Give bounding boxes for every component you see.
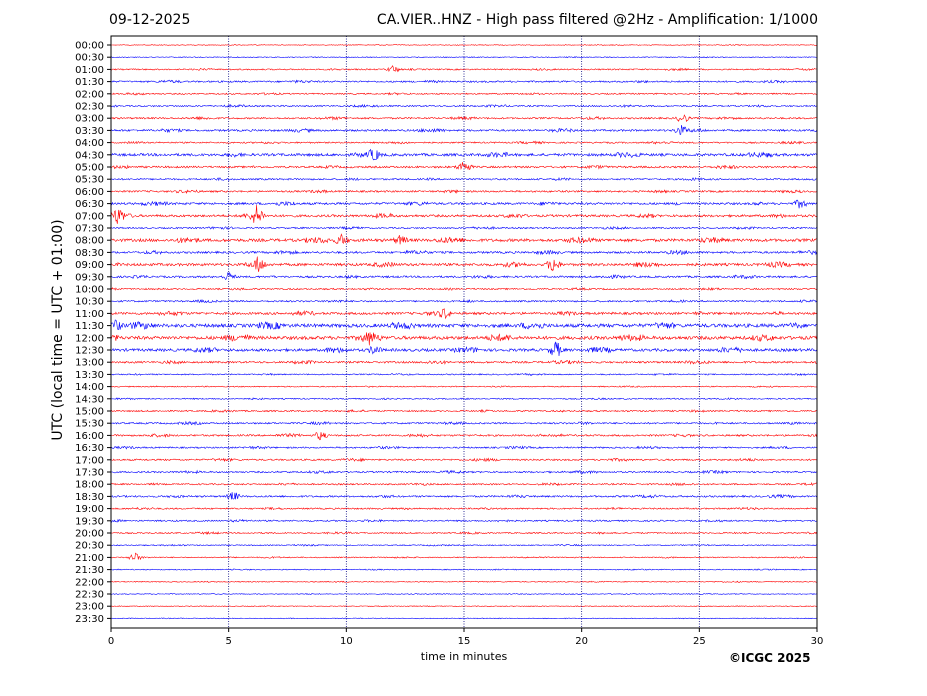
y-tick-label-0730: 07:30 — [75, 224, 104, 235]
y-tick-label-0630: 06:30 — [75, 199, 104, 210]
y-tick-label-1000: 10:00 — [75, 285, 104, 296]
trace-0630 — [110, 199, 817, 209]
y-tick-label-1400: 14:00 — [75, 382, 104, 393]
trace-1630 — [110, 445, 817, 450]
x-tick-label-0: 0 — [108, 636, 114, 647]
plot-frame — [110, 35, 818, 629]
y-tick-label-1500: 15:00 — [75, 407, 104, 418]
y-tick-label-1100: 11:00 — [75, 309, 104, 320]
trace-1600 — [110, 432, 817, 441]
y-tick-label-1600: 16:00 — [75, 431, 104, 442]
y-tick-label-0400: 04:00 — [75, 138, 104, 149]
y-tick-label-0500: 05:00 — [75, 163, 104, 174]
trace-2100 — [110, 552, 817, 561]
y-tick-label-0600: 06:00 — [75, 187, 104, 198]
y-tick-label-0200: 02:00 — [75, 89, 104, 100]
y-tick-label-0930: 09:30 — [75, 272, 104, 283]
y-tick-label-1330: 13:30 — [75, 370, 104, 381]
y-tick-label-1730: 17:30 — [75, 468, 104, 479]
y-tick-label-1300: 13:00 — [75, 358, 104, 369]
y-tick-label-1230: 12:30 — [75, 346, 104, 357]
trace-2030 — [110, 543, 817, 547]
trace-0500 — [110, 162, 817, 171]
y-tick-label-0800: 08:00 — [75, 236, 104, 247]
trace-1830 — [110, 492, 817, 500]
y-tick-label-2100: 21:00 — [75, 553, 104, 564]
y-tick-label-0030: 00:30 — [75, 53, 104, 64]
y-tick-label-0330: 03:30 — [75, 126, 104, 137]
y-tick-label-1700: 17:00 — [75, 455, 104, 466]
y-tick-label-0900: 09:00 — [75, 260, 104, 271]
chart-title: CA.VIER..HNZ - High pass filtered @2Hz -… — [376, 12, 818, 28]
trace-0400 — [110, 140, 817, 145]
y-tick-label-2130: 21:30 — [75, 565, 104, 576]
y-tick-label-2000: 20:00 — [75, 529, 104, 540]
y-tick-label-1830: 18:30 — [75, 492, 104, 503]
x-tick-label-5: 5 — [225, 636, 231, 647]
copyright-label: ©ICGC 2025 — [729, 651, 811, 665]
y-tick-label-0130: 01:30 — [75, 77, 104, 88]
y-tick-label-2200: 22:00 — [75, 577, 104, 588]
y-tick-label-1930: 19:30 — [75, 516, 104, 527]
y-tick-label-0100: 01:00 — [75, 65, 104, 76]
trace-1300 — [110, 359, 817, 365]
y-tick-label-0830: 08:30 — [75, 248, 104, 259]
date-label: 09-12-2025 — [109, 12, 191, 28]
grid-lines — [228, 36, 700, 628]
x-tick-label-30: 30 — [811, 636, 824, 647]
x-axis-label: time in minutes — [420, 650, 508, 663]
y-tick-label-2330: 23:30 — [75, 614, 104, 625]
y-tick-label-0430: 04:30 — [75, 150, 104, 161]
y-tick-label-1800: 18:00 — [75, 480, 104, 491]
x-tick-label-25: 25 — [693, 636, 706, 647]
y-tick-label-2030: 20:30 — [75, 541, 104, 552]
y-tick-label-1630: 16:30 — [75, 443, 104, 454]
y-tick-label-1900: 19:00 — [75, 504, 104, 515]
y-tick-label-2300: 23:00 — [75, 602, 104, 613]
y-tick-label-0530: 05:30 — [75, 175, 104, 186]
x-tick-label-15: 15 — [458, 636, 471, 647]
y-tick-label-0700: 07:00 — [75, 211, 104, 222]
y-axis-label: UTC (local time = UTC + 01:00) — [50, 219, 66, 441]
trace-2000 — [110, 531, 817, 535]
x-tick-labels: 0 5 10 15 20 25 30 — [108, 628, 824, 647]
y-tick-label-0300: 03:00 — [75, 114, 104, 125]
x-tick-label-20: 20 — [575, 636, 588, 647]
y-tick-label-0230: 02:30 — [75, 102, 104, 113]
y-tick-label-2230: 22:30 — [75, 590, 104, 601]
y-tick-label-1530: 15:30 — [75, 419, 104, 430]
trace-0030 — [110, 56, 817, 59]
y-tick-label-1200: 12:00 — [75, 333, 104, 344]
trace-0830 — [110, 249, 817, 256]
y-tick-label-1130: 11:30 — [75, 321, 104, 332]
x-tick-label-10: 10 — [340, 636, 353, 647]
y-tick-label-0000: 00:00 — [75, 41, 104, 52]
trace-0000 — [110, 44, 817, 46]
y-tick-label-1030: 10:30 — [75, 297, 104, 308]
y-tick-label-1430: 14:30 — [75, 394, 104, 405]
